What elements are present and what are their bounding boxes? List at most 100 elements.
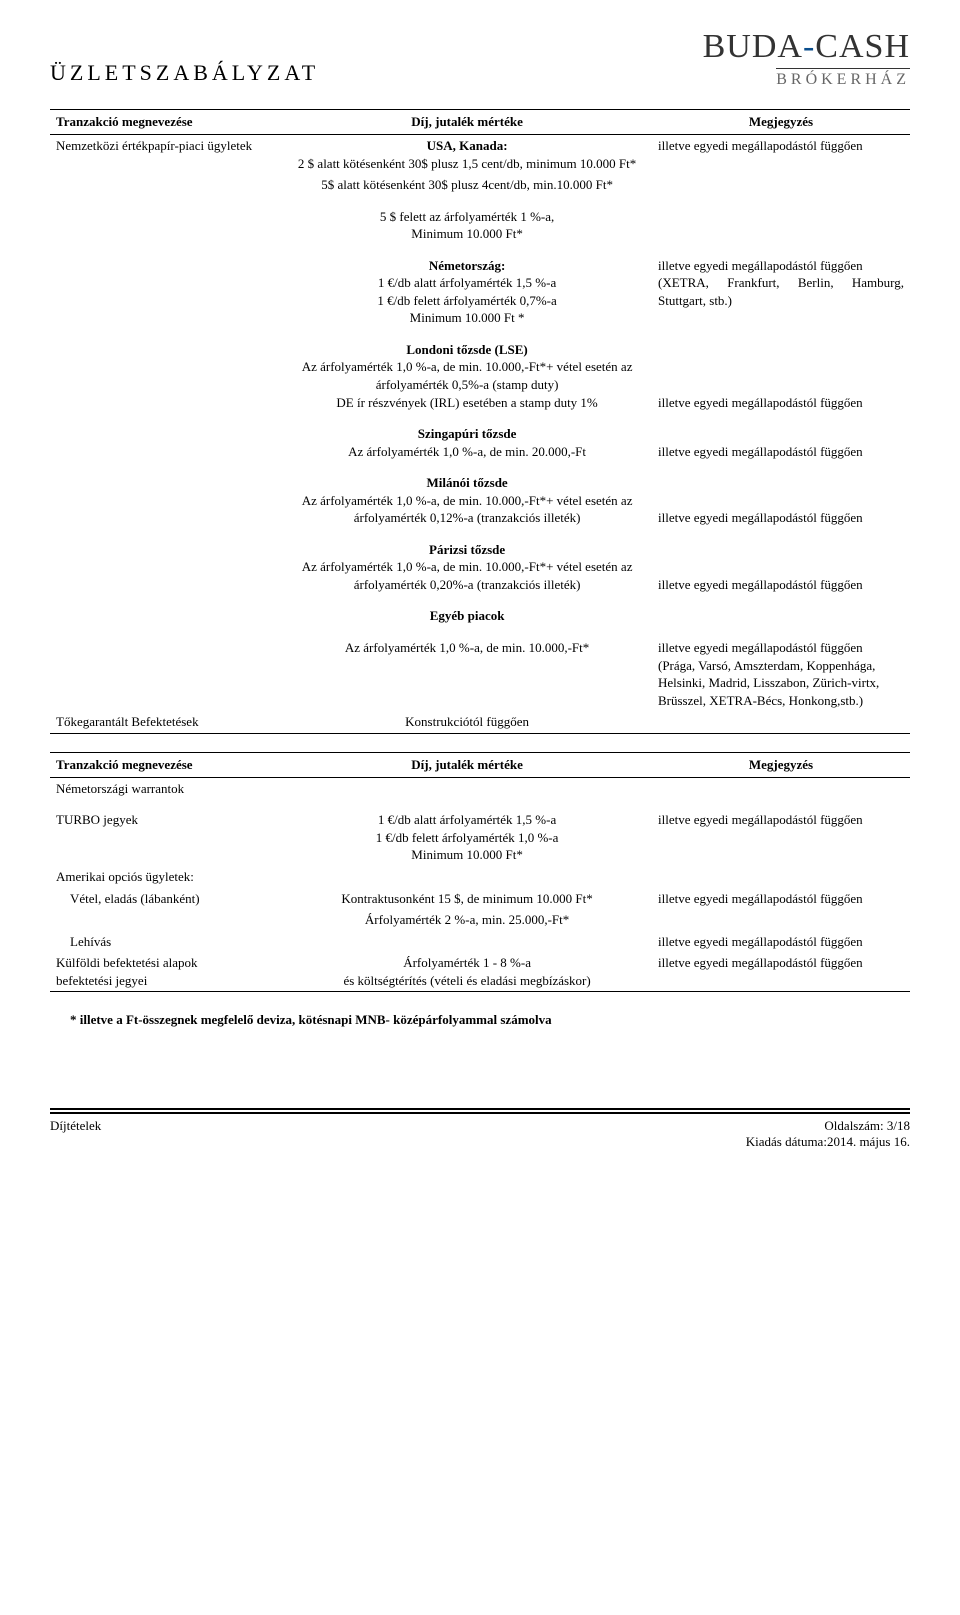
brand-logo: BUDA-CASH BRÓKERHÁZ [703,30,910,89]
cell: 5 $ felett az árfolyamérték 1 %-a, Minim… [282,206,652,245]
table-row: TURBO jegyek 1 €/db alatt árfolyamérték … [50,809,910,866]
cell-text: Árfolyamérték 1 - 8 %-a [288,954,646,972]
table-row: Amerikai opciós ügyletek: [50,866,910,888]
cell: Németország: 1 €/db alatt árfolyamérték … [282,255,652,329]
cell-text: Az árfolyamérték 1,0 %-a, de min. 10.000… [288,558,646,593]
cell-text: Az árfolyamérték 1,0 %-a, de min. 10.000… [288,358,646,393]
issue-date: Kiadás dátuma:2014. május 16. [746,1134,910,1150]
cell: Árfolyamérték 2 %-a, min. 25.000,-Ft* [282,909,652,931]
cell: illetve egyedi megállapodástól függően [652,931,910,953]
section-head: Egyéb piacok [282,605,652,627]
t2-head-fee: Díj, jutalék mértéke [282,752,652,777]
section-head: Londoni tőzsde (LSE) [288,341,646,359]
cell: Londoni tőzsde (LSE) Az árfolyamérték 1,… [282,339,652,413]
cell: Tőkegarantált Befektetések [50,711,282,733]
table-row: Párizsi tőzsde Az árfolyamérték 1,0 %-a,… [50,539,910,596]
cell-text: Minimum 10.000 Ft* [288,225,646,243]
table-row: Árfolyamérték 2 %-a, min. 25.000,-Ft* [50,909,910,931]
table-row: Nemzetközi értékpapír-piaci ügyletek USA… [50,135,910,175]
page-number: Oldalszám: 3/18 [746,1118,910,1134]
logo-dash: - [803,28,815,65]
cell: illetve egyedi megállapodástól függően [652,339,910,413]
table-row: Vétel, eladás (lábanként) Kontraktusonké… [50,888,910,910]
page-footer: Díjtételek Oldalszám: 3/18 Kiadás dátuma… [50,1108,910,1150]
table-row: Londoni tőzsde (LSE) Az árfolyamérték 1,… [50,339,910,413]
cell: Árfolyamérték 1 - 8 %-a és költségtéríté… [282,952,652,992]
section-head: Milánói tőzsde [288,474,646,492]
cell: illetve egyedi megállapodástól függően [652,135,910,175]
section-head: USA, Kanada: [288,137,646,155]
table-row: Lehívás illetve egyedi megállapodástól f… [50,931,910,953]
cell: Párizsi tőzsde Az árfolyamérték 1,0 %-a,… [282,539,652,596]
cell: USA, Kanada: 2 $ alatt kötésenként 30$ p… [282,135,652,175]
cell: Nemzetközi értékpapír-piaci ügyletek [50,135,282,175]
cell-text: 1 €/db alatt árfolyamérték 1,5 %-a [288,811,646,829]
cell: Az árfolyamérték 1,0 %-a, de min. 10.000… [282,637,652,711]
cell: Milánói tőzsde Az árfolyamérték 1,0 %-a,… [282,472,652,529]
cell: illetve egyedi megállapodástól függően [652,423,910,462]
cell: illetve egyedi megállapodástól függően [652,952,910,992]
cell: TURBO jegyek [50,809,282,866]
cell-text: Külföldi befektetési alapok [56,954,276,972]
cell: 5$ alatt kötésenként 30$ plusz 4cent/db,… [282,174,652,196]
table-row: Szingapúri tőzsde Az árfolyamérték 1,0 %… [50,423,910,462]
cell: Külföldi befektetési alapok befektetési … [50,952,282,992]
t1-head-note: Megjegyzés [652,110,910,135]
document-title: ÜZLETSZABÁLYZAT [50,30,319,86]
logo-main: BUDA-CASH [703,30,910,64]
cell-text: és költségtérítés (vételi és eladási meg… [288,972,646,990]
cell-text: Az árfolyamérték 1,0 %-a, de min. 20.000… [288,443,646,461]
cell-text: 1 €/db felett árfolyamérték 1,0 %-a [288,829,646,847]
cell: Kontraktusonként 15 $, de minimum 10.000… [282,888,652,910]
cell: illetve egyedi megállapodástól függően [652,809,910,866]
table-row: Egyéb piacok [50,605,910,627]
logo-subtitle: BRÓKERHÁZ [776,68,910,89]
t2-head-note: Megjegyzés [652,752,910,777]
footnote: * illetve a Ft-összegnek megfelelő deviz… [70,1012,910,1028]
cell: 1 €/db alatt árfolyamérték 1,5 %-a 1 €/d… [282,809,652,866]
table-row: Németországi warrantok [50,777,910,799]
cell-text: (Prága, Varsó, Amszterdam, Koppenhága, H… [658,657,904,710]
cell-text: 2 $ alatt kötésenként 30$ plusz 1,5 cent… [288,155,646,173]
cell-text: Az árfolyamérték 1,0 %-a, de min. 10.000… [288,492,646,527]
cell-text: Minimum 10.000 Ft* [288,846,646,864]
cell: Lehívás [50,931,282,953]
logo-part-a: BUDA [703,28,803,65]
table-row: Az árfolyamérték 1,0 %-a, de min. 10.000… [50,637,910,711]
cell-text: illetve egyedi megállapodástól függően [658,639,904,657]
cell: illetve egyedi megállapodástól függően [652,539,910,596]
cell: Konstrukciótól függően [282,711,652,733]
cell-text: Minimum 10.000 Ft * [288,309,646,327]
table-row: Németország: 1 €/db alatt árfolyamérték … [50,255,910,329]
table-row: Külföldi befektetési alapok befektetési … [50,952,910,992]
cell: Németországi warrantok [50,777,282,799]
cell-text: befektetési jegyei [56,972,276,990]
section-head: Szingapúri tőzsde [288,425,646,443]
cell: illetve egyedi megállapodástól függően (… [652,255,910,329]
logo-part-b: CASH [815,28,910,65]
cell: illetve egyedi megállapodástól függően (… [652,637,910,711]
cell-text: (XETRA, Frankfurt, Berlin, Hamburg, Stut… [658,274,904,309]
cell-text: 1 €/db felett árfolyamérték 0,7%-a [288,292,646,310]
footer-right: Oldalszám: 3/18 Kiadás dátuma:2014. máju… [746,1118,910,1150]
cell: Vétel, eladás (lábanként) [50,888,282,910]
cell: illetve egyedi megállapodástól függően [652,888,910,910]
fee-table-1: Tranzakció megnevezése Díj, jutalék mért… [50,109,910,734]
page-header: ÜZLETSZABÁLYZAT BUDA-CASH BRÓKERHÁZ [50,30,910,89]
fee-table-2: Tranzakció megnevezése Díj, jutalék mért… [50,752,910,992]
cell-text: DE ír részvények (IRL) esetében a stamp … [288,394,646,412]
cell: illetve egyedi megállapodástól függően [652,472,910,529]
section-head: Párizsi tőzsde [288,541,646,559]
cell: Szingapúri tőzsde Az árfolyamérték 1,0 %… [282,423,652,462]
footer-left: Díjtételek [50,1118,101,1150]
t1-head-fee: Díj, jutalék mértéke [282,110,652,135]
table-row: 5 $ felett az árfolyamérték 1 %-a, Minim… [50,206,910,245]
t1-head-transaction: Tranzakció megnevezése [50,110,282,135]
section-head: Németország: [288,257,646,275]
cell-text: illetve egyedi megállapodástól függően [658,257,904,275]
table-row: 5$ alatt kötésenként 30$ plusz 4cent/db,… [50,174,910,196]
cell-text: 1 €/db alatt árfolyamérték 1,5 %-a [288,274,646,292]
t2-head-transaction: Tranzakció megnevezése [50,752,282,777]
table-row: Tőkegarantált Befektetések Konstrukciótó… [50,711,910,733]
cell: Amerikai opciós ügyletek: [50,866,282,888]
